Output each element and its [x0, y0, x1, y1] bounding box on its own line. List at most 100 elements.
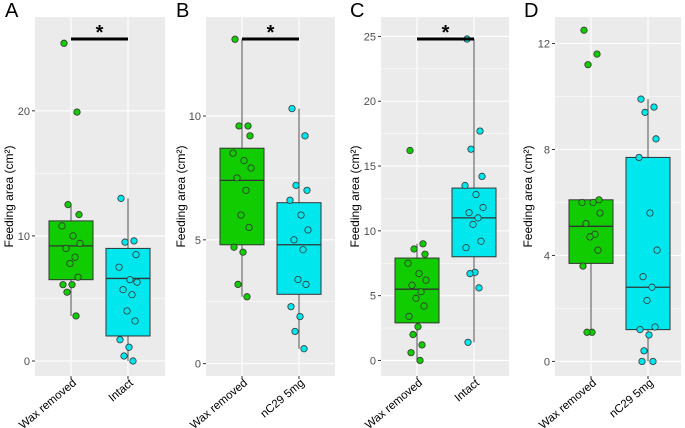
data-point — [643, 296, 651, 305]
data-point — [650, 103, 658, 111]
data-point — [640, 347, 648, 355]
significance-marker: * — [267, 22, 275, 44]
data-point — [291, 327, 299, 336]
data-point — [636, 326, 644, 334]
y-tick-label: 25 — [364, 31, 376, 43]
data-point — [117, 194, 125, 202]
x-tick-label: Wax removed — [363, 377, 425, 428]
data-point — [300, 345, 308, 353]
panel-label: C — [350, 0, 364, 22]
data-point — [62, 244, 70, 253]
data-point — [245, 223, 253, 232]
y-tick-label: 20 — [18, 106, 30, 118]
data-point — [75, 211, 83, 219]
y-tick-label: 10 — [364, 226, 376, 238]
data-point — [594, 246, 602, 254]
data-point — [586, 233, 594, 241]
x-tick-label: nC29 5mg — [608, 377, 656, 420]
data-point — [286, 196, 294, 204]
x-tick-label: Intact — [453, 377, 483, 405]
data-point — [478, 172, 486, 181]
data-point — [652, 135, 660, 143]
data-point — [304, 226, 312, 234]
data-point — [415, 270, 423, 278]
data-point — [407, 349, 415, 357]
y-tick-label: 0 — [370, 355, 376, 367]
data-point — [467, 145, 475, 153]
data-point — [69, 232, 77, 240]
data-point — [288, 105, 296, 113]
data-point — [465, 209, 473, 217]
data-point — [297, 211, 305, 219]
y-tick-label: 10 — [18, 231, 30, 243]
data-point — [419, 240, 427, 248]
y-tick-label: 0 — [24, 356, 30, 368]
data-point — [653, 246, 661, 254]
panel-label: D — [524, 0, 538, 22]
y-axis-label: Feeding area (cm²) — [174, 145, 188, 247]
data-point — [301, 132, 309, 140]
y-tick-label: 5 — [195, 235, 201, 247]
data-point — [641, 108, 649, 116]
y-tick-label: 8 — [544, 144, 550, 156]
data-point — [462, 244, 470, 252]
data-point — [637, 95, 645, 103]
data-point — [59, 281, 67, 289]
data-point — [64, 201, 72, 209]
data-point — [414, 323, 422, 331]
data-point — [235, 122, 243, 130]
data-point — [651, 323, 659, 331]
y-tick-label: 0 — [544, 356, 550, 368]
data-point — [233, 174, 241, 182]
data-point — [128, 291, 136, 299]
data-point — [290, 236, 298, 244]
significance-marker: * — [442, 22, 450, 44]
panel-b: 0 5 10 Wax removed nC29 5mg Feeding area (cm²… — [174, 0, 335, 428]
data-point — [422, 276, 430, 284]
data-point — [129, 357, 137, 365]
data-point — [303, 186, 311, 194]
data-point — [294, 275, 302, 284]
data-point — [418, 341, 426, 349]
significance-marker: * — [96, 22, 104, 44]
data-point — [466, 270, 474, 278]
data-point — [299, 246, 307, 254]
data-point — [73, 108, 81, 116]
y-tick-label: 0 — [195, 359, 201, 371]
data-point — [416, 356, 424, 365]
box — [394, 257, 440, 324]
box — [219, 147, 265, 246]
data-point — [243, 293, 251, 301]
data-point — [635, 153, 643, 162]
data-point — [477, 237, 485, 245]
y-tick-label: 5 — [370, 291, 376, 303]
data-point — [244, 122, 252, 130]
panel-a: 0 10 20 Wax removed Intact Feeding area (cm²)… — [2, 0, 165, 428]
panel-c: 0 5 10 15 20 25 Wax removed Intact Feeding area … — [348, 0, 509, 428]
data-point — [234, 280, 242, 288]
data-point — [126, 276, 134, 284]
data-point — [121, 238, 129, 246]
data-point — [649, 357, 657, 366]
data-point — [296, 312, 304, 321]
data-point — [120, 352, 128, 360]
data-point — [579, 262, 587, 270]
data-point — [475, 284, 483, 292]
data-point — [595, 196, 603, 204]
data-point — [74, 273, 82, 281]
y-tick-label: 10 — [189, 111, 201, 123]
data-point — [239, 248, 247, 256]
data-point — [58, 222, 66, 230]
data-point — [596, 209, 604, 217]
data-point — [646, 209, 654, 217]
data-point — [472, 190, 480, 199]
x-tick-label: Intact — [107, 377, 137, 405]
data-point — [639, 273, 647, 281]
data-point — [123, 307, 131, 315]
data-point — [648, 283, 656, 291]
y-tick-label: 15 — [364, 161, 376, 173]
data-point — [72, 312, 80, 320]
box — [568, 199, 614, 264]
data-point — [125, 343, 133, 351]
data-point — [66, 259, 74, 268]
